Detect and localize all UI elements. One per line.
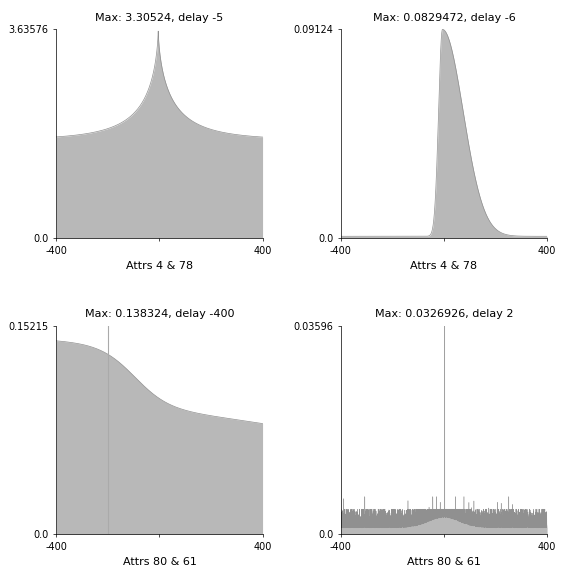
Title: Max: 0.138324, delay -400: Max: 0.138324, delay -400 xyxy=(85,309,234,319)
X-axis label: Attrs 80 & 61: Attrs 80 & 61 xyxy=(407,558,481,568)
X-axis label: Attrs 80 & 61: Attrs 80 & 61 xyxy=(122,558,196,568)
X-axis label: Attrs 4 & 78: Attrs 4 & 78 xyxy=(411,261,478,271)
Title: Max: 0.0829472, delay -6: Max: 0.0829472, delay -6 xyxy=(373,13,515,23)
X-axis label: Attrs 4 & 78: Attrs 4 & 78 xyxy=(126,261,193,271)
Title: Max: 0.0326926, delay 2: Max: 0.0326926, delay 2 xyxy=(374,309,513,319)
Title: Max: 3.30524, delay -5: Max: 3.30524, delay -5 xyxy=(95,13,223,23)
